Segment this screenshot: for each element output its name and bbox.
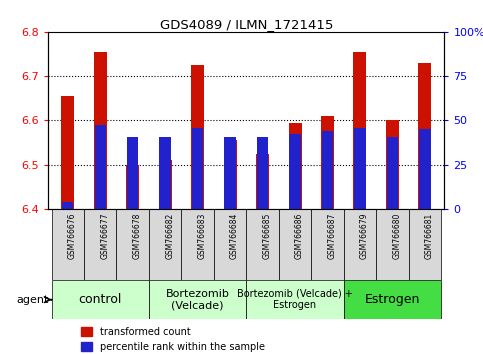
Bar (409, 209, 441, 280)
Legend: transformed count, percentile rank within the sample: transformed count, percentile rank withi… (77, 323, 269, 354)
Bar (354, 52, 367, 209)
Bar (288, 123, 301, 209)
Bar (159, 160, 171, 209)
Bar (387, 137, 398, 209)
Bar (126, 165, 139, 209)
Bar (182, 209, 214, 280)
Text: GSM766679: GSM766679 (360, 213, 369, 259)
Bar (224, 141, 237, 209)
Text: Bortezomib (Velcade) +
Estrogen: Bortezomib (Velcade) + Estrogen (237, 289, 353, 310)
Text: GSM766683: GSM766683 (198, 213, 207, 259)
Text: Estrogen: Estrogen (365, 293, 420, 306)
Text: GSM766684: GSM766684 (230, 213, 239, 259)
Bar (344, 280, 441, 319)
Bar (191, 65, 204, 209)
Text: GSM766687: GSM766687 (327, 213, 337, 259)
Text: agent: agent (16, 295, 48, 305)
Text: GSM766676: GSM766676 (68, 213, 77, 259)
Bar (386, 120, 399, 209)
Text: GSM766682: GSM766682 (165, 213, 174, 259)
Bar (256, 154, 269, 209)
Bar (52, 280, 149, 319)
Text: GSM766678: GSM766678 (133, 213, 142, 259)
Bar (289, 134, 301, 209)
Bar (225, 137, 236, 209)
Text: Bortezomib
(Velcade): Bortezomib (Velcade) (166, 289, 229, 310)
Bar (246, 209, 279, 280)
Bar (344, 209, 376, 280)
Bar (279, 209, 311, 280)
Bar (419, 129, 430, 209)
Bar (418, 63, 431, 209)
Bar (127, 137, 139, 209)
Bar (52, 209, 84, 280)
Text: GSM766686: GSM766686 (295, 213, 304, 259)
Bar (376, 209, 409, 280)
Bar (214, 209, 246, 280)
Bar (94, 52, 107, 209)
Bar (311, 209, 344, 280)
Bar (321, 116, 334, 209)
Bar (149, 280, 246, 319)
Text: GSM766677: GSM766677 (100, 213, 109, 259)
Bar (257, 137, 268, 209)
Bar (84, 209, 116, 280)
Title: GDS4089 / ILMN_1721415: GDS4089 / ILMN_1721415 (160, 18, 333, 31)
Bar (192, 128, 203, 209)
Text: GSM766680: GSM766680 (392, 213, 401, 259)
Bar (159, 137, 171, 209)
Text: GSM766681: GSM766681 (425, 213, 434, 259)
Text: GSM766685: GSM766685 (263, 213, 271, 259)
Bar (116, 209, 149, 280)
Bar (149, 209, 182, 280)
Text: control: control (79, 293, 122, 306)
Bar (61, 96, 74, 209)
Bar (246, 280, 344, 319)
Bar (322, 131, 333, 209)
Bar (95, 125, 106, 209)
Bar (62, 202, 73, 209)
Bar (354, 128, 366, 209)
